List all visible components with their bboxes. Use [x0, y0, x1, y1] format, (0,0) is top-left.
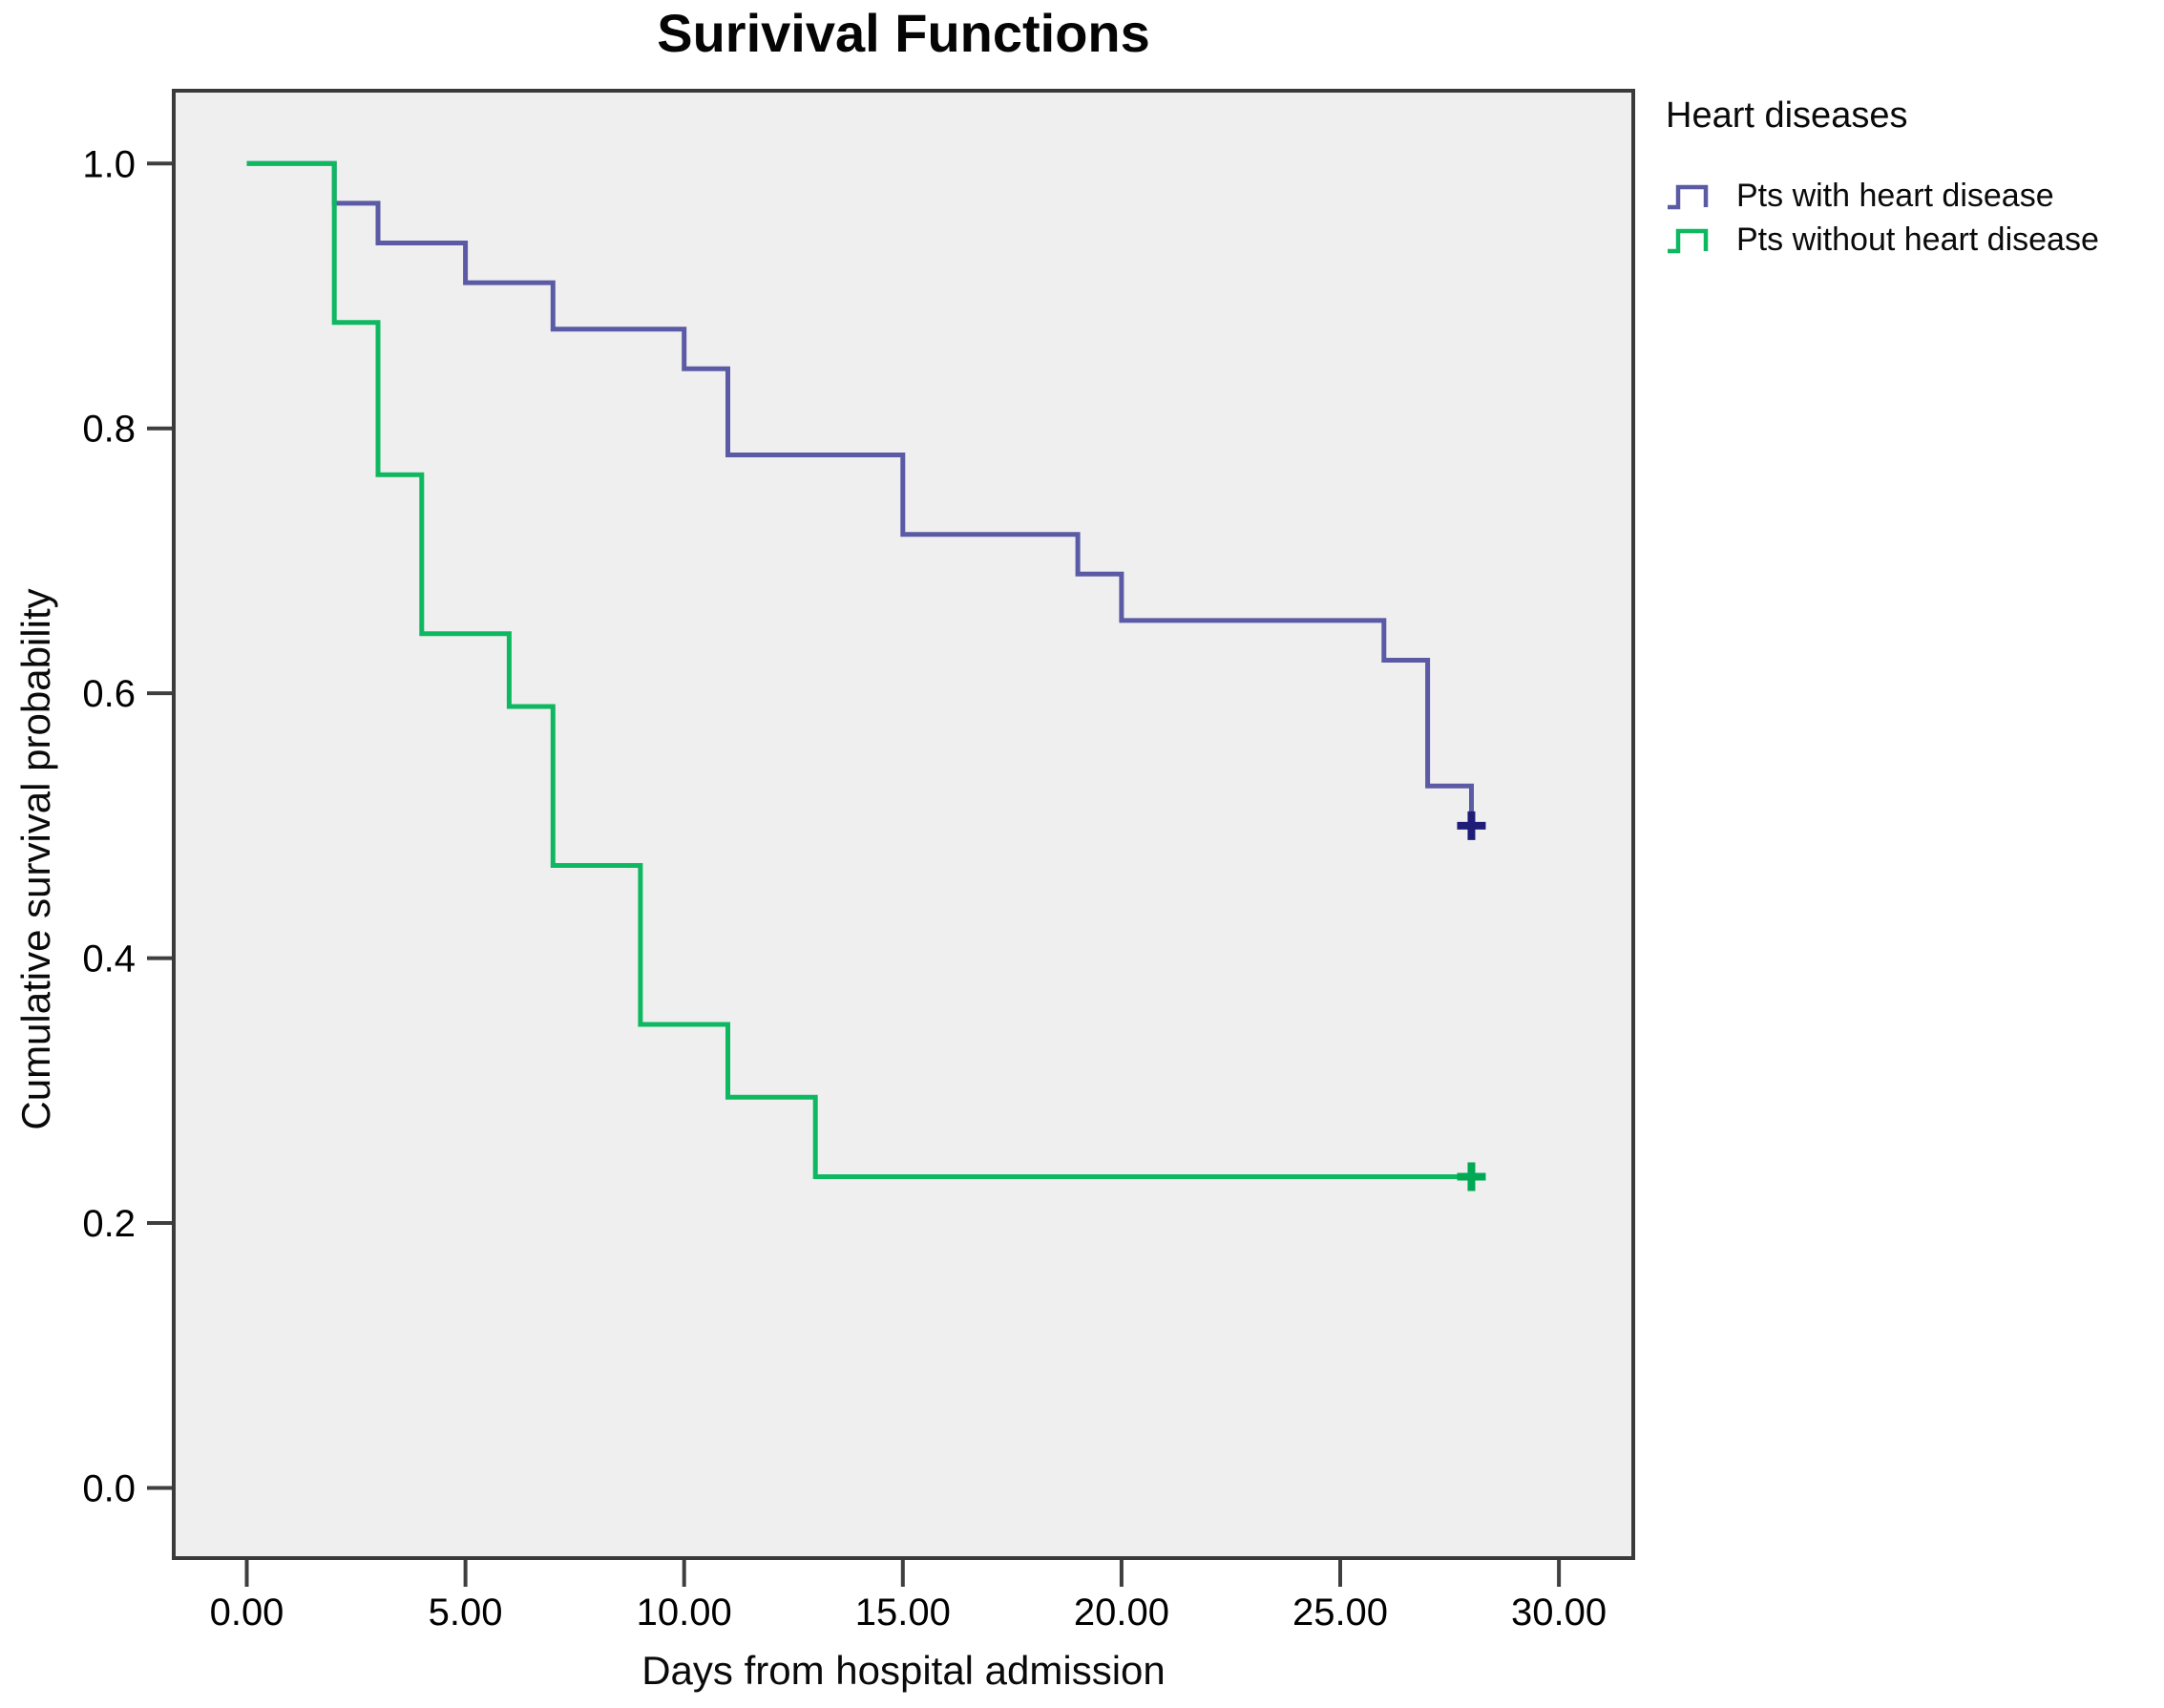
x-tick-label: 30.00	[1511, 1592, 1607, 1634]
legend-item-with-heart-disease: Pts with heart disease	[1666, 174, 2099, 218]
plot-area	[172, 89, 1635, 1560]
y-tick-label: 0.4	[82, 938, 136, 981]
x-tick-label: 0.00	[210, 1592, 284, 1634]
y-tick-label: 0.2	[82, 1203, 136, 1245]
legend-title: Heart diseases	[1666, 95, 1908, 136]
legend: Heart diseases Pts with heart disease Pt…	[1666, 94, 2099, 262]
y-tick-label: 1.0	[82, 143, 136, 185]
legend-key-line-icon	[1668, 184, 1709, 210]
y-axis-label: Cumulative survival probability	[13, 588, 58, 1130]
y-tick-label: 0.8	[82, 409, 136, 451]
legend-key-line-icon	[1668, 228, 1709, 254]
x-tick-label: 25.00	[1292, 1592, 1388, 1634]
legend-item-without-heart-disease: Pts without heart disease	[1666, 218, 2099, 262]
y-tick-label: 0.0	[82, 1467, 136, 1509]
x-axis-label: Days from hospital admission	[641, 1648, 1166, 1693]
survival-curve-0	[246, 160, 1474, 826]
chart-title: Surivival Functions	[657, 3, 1150, 63]
x-tick-label: 20.00	[1074, 1592, 1169, 1634]
legend-item-label: Pts with heart disease	[1736, 177, 2054, 214]
y-tick-label: 0.6	[82, 673, 136, 715]
x-tick-label: 5.00	[429, 1592, 503, 1634]
legend-item-label: Pts without heart disease	[1736, 221, 2099, 258]
x-tick-label: 15.00	[855, 1592, 951, 1634]
survival-curve-1	[246, 160, 1472, 1179]
x-tick-label: 10.00	[637, 1592, 732, 1634]
